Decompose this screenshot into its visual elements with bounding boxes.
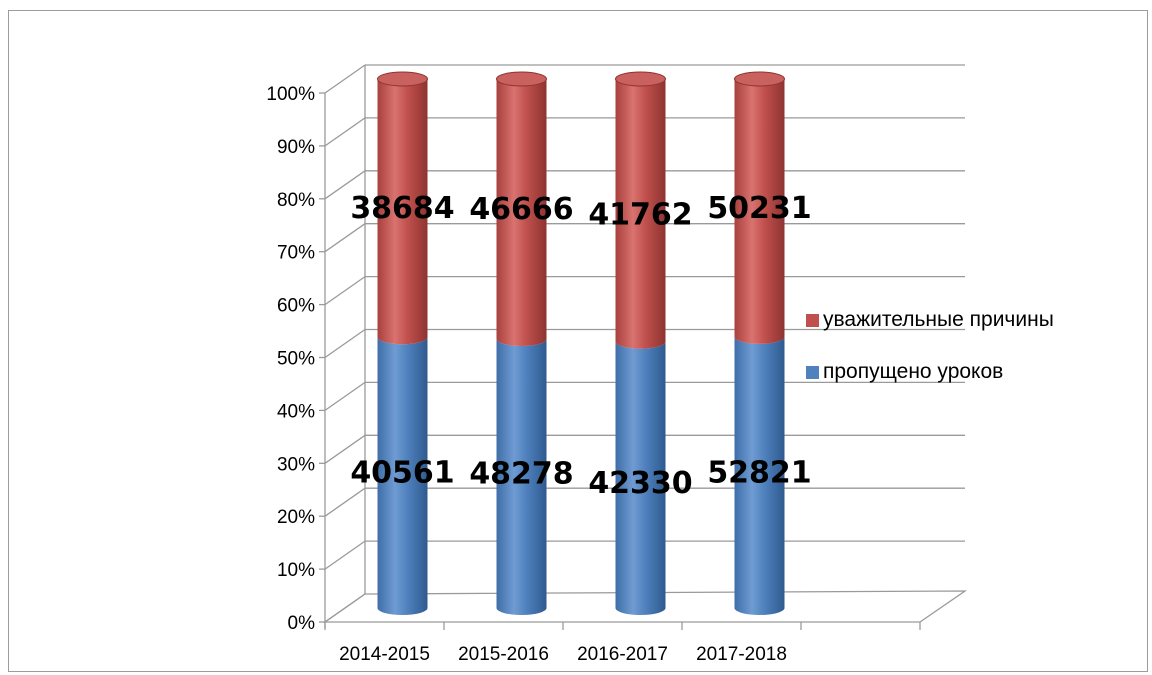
y-tick-label: 20% [277,507,315,528]
data-label: 41762 [588,197,692,232]
data-label: 52821 [707,455,811,490]
y-tick-label: 50% [277,349,315,370]
bar-segment [734,336,785,615]
y-tick-label: 0% [288,613,316,634]
data-labels: 40561 38684 48278 46666 42330 41762 52821 50231 [350,191,811,501]
y-tick-label: 60% [277,296,315,317]
chart-frame [8,10,1148,672]
data-label: 42330 [588,466,692,501]
bar-segment [734,79,785,344]
data-label: 50231 [707,191,811,226]
y-tick-label: 10% [277,560,315,581]
gridline-side [324,381,366,411]
axes: 0% 10% 20% 30% 40% 50% 60% 70% 80% 90% 100% 2014-20… [266,65,968,665]
data-label: 46666 [469,192,573,227]
gridline-side [324,434,366,464]
legend: уважительные причины пропущено уроков [806,308,1054,383]
bar-segment [377,337,428,615]
legend-entry: уважительные причины [823,308,1054,331]
gridline-side [324,487,366,517]
bars [377,71,785,615]
gridline-side [324,276,366,306]
bar-cap [377,71,428,87]
x-tick-label: 2017-2018 [696,644,787,665]
legend-entry: пропущено уроков [823,360,1003,383]
bar-segment [615,79,666,349]
bar-cap [734,71,785,87]
data-label: 48278 [469,457,573,492]
gridline-side [324,328,366,359]
y-tick-label: 30% [277,454,315,475]
bar-segment [377,79,428,345]
legend-swatch [806,366,819,379]
gridline-side [324,64,366,94]
data-label: 38684 [350,191,454,226]
gridline-side [324,170,366,200]
legend-swatch [806,314,819,327]
bar-cap [496,71,547,87]
floor [322,590,968,623]
bar-cap [615,71,666,87]
y-tick-label: 100% [266,84,315,105]
gridline-side [324,117,366,147]
x-tick-label: 2014-2015 [339,644,430,665]
bar-segment [496,339,547,615]
x-tick-label: 2015-2016 [458,644,549,665]
y-tick-label: 70% [277,243,315,264]
y-tick-label: 90% [277,137,315,158]
x-tick-label: 2016-2017 [577,644,668,665]
data-label: 40561 [350,456,454,491]
y-tick-label: 80% [277,190,315,211]
bar-segment [615,341,666,615]
gridline-side [324,540,366,570]
gridline-side [324,223,366,253]
bar-segment [496,79,547,347]
y-tick-label: 40% [277,401,315,422]
